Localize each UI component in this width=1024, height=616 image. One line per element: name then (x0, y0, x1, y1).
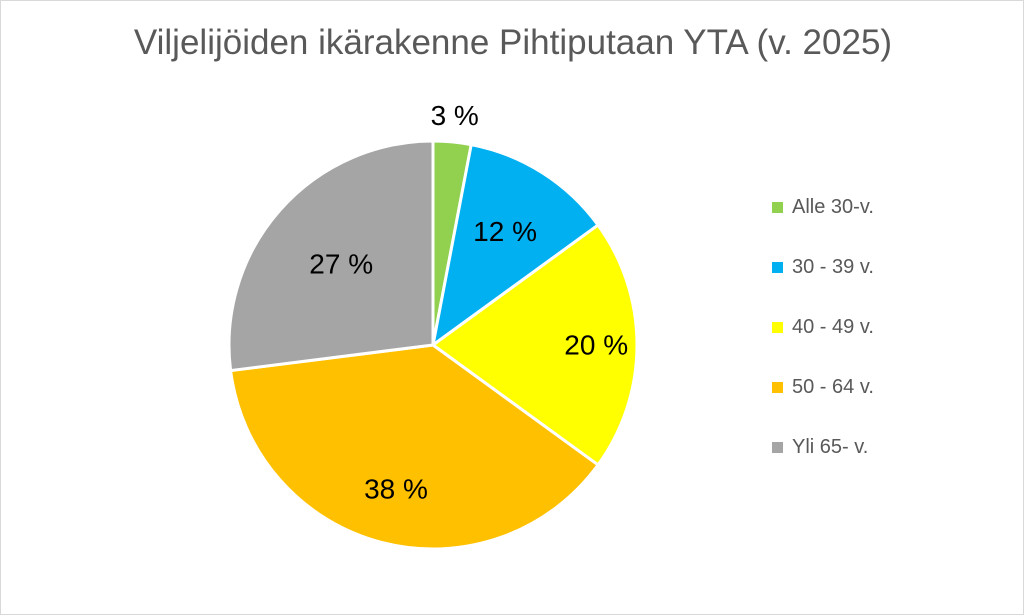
data-label-yli-65: 27 % (309, 249, 373, 280)
pie-slice-40-49 (430, 222, 639, 468)
legend-item-30-39: 30 - 39 v. (772, 252, 874, 282)
legend-label-alle-30: Alle 30-v. (792, 195, 874, 218)
legend-swatch-yli-65 (772, 441, 783, 453)
legend-label-50-64: 50 - 64 v. (792, 375, 874, 398)
pie-slice-yli-65 (227, 139, 435, 373)
legend-item-50-64: 50 - 64 v. (772, 372, 874, 402)
data-label-40-49: 20 % (564, 330, 628, 361)
data-label-50-64: 38 % (364, 474, 428, 505)
legend-label-30-39: 30 - 39 v. (792, 255, 874, 278)
legend-swatch-30-39 (772, 261, 783, 273)
legend-swatch-alle-30 (772, 201, 783, 213)
legend-swatch-40-49 (772, 321, 783, 333)
legend: Alle 30-v. 30 - 39 v. 40 - 49 v. 50 - 64… (772, 192, 874, 492)
pie-slice-50-64 (228, 343, 601, 551)
data-label-30-39: 12 % (473, 216, 537, 247)
legend-label-40-49: 40 - 49 v. (792, 315, 874, 338)
pie-slice-30-39 (430, 142, 601, 349)
legend-swatch-50-64 (772, 381, 783, 393)
chart-title: Viljelijöiden ikärakenne Pihtiputaan YTA… (133, 23, 893, 62)
legend-item-40-49: 40 - 49 v. (772, 312, 874, 342)
legend-label-yli-65: Yli 65- v. (792, 435, 869, 458)
legend-item-alle-30: Alle 30-v. (772, 192, 874, 222)
data-label-alle-30: 3 % (431, 100, 479, 131)
legend-item-yli-65: Yli 65- v. (772, 432, 874, 462)
